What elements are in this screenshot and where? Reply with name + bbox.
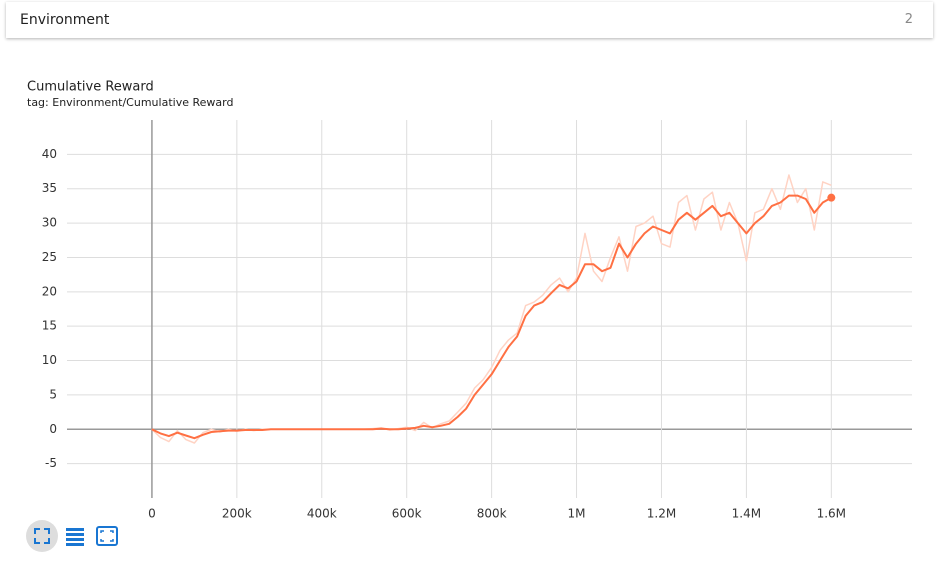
y-tick-label: 25 xyxy=(42,250,57,264)
x-tick-label: 600k xyxy=(392,507,422,521)
y-tick-label: 30 xyxy=(42,216,57,230)
x-tick-label: 0 xyxy=(148,507,156,521)
chart: Cumulative Reward tag: Environment/Cumul… xyxy=(26,80,912,552)
x-tick-label: 200k xyxy=(222,507,252,521)
y-tick-label: 35 xyxy=(42,181,57,195)
x-tick-label: 1.4M xyxy=(732,507,761,521)
y-tick-label: 40 xyxy=(42,147,57,161)
x-tick-label: 400k xyxy=(307,507,337,521)
log-scale-button[interactable] xyxy=(66,528,84,546)
page: Environment 2 Cumulative Reward tag: Env… xyxy=(6,2,933,552)
last-point xyxy=(827,193,836,202)
toolbar xyxy=(26,520,118,552)
y-tick-label: -5 xyxy=(45,456,57,470)
fit-domain-button[interactable] xyxy=(34,528,50,544)
panel-title: Environment xyxy=(20,12,110,28)
x-tick-label: 800k xyxy=(477,507,507,521)
y-tick-label: 10 xyxy=(42,353,57,367)
panel-count: 2 xyxy=(904,12,913,27)
x-tick-label: 1.6M xyxy=(817,507,846,521)
chart-subtitle: tag: Environment/Cumulative Reward xyxy=(27,96,233,109)
y-tick-label: 5 xyxy=(49,387,57,401)
y-tick-label: 15 xyxy=(42,319,57,333)
x-tick-label: 1.2M xyxy=(647,507,676,521)
x-tick-label: 1M xyxy=(568,507,586,521)
y-tick-label: 20 xyxy=(42,284,57,298)
panel-header[interactable]: Environment 2 xyxy=(6,2,933,38)
y-tick-label: 0 xyxy=(49,422,57,436)
toolbar-button-bg xyxy=(26,520,58,552)
expand-button[interactable] xyxy=(96,526,118,546)
series-line xyxy=(151,194,832,440)
chart-title: Cumulative Reward xyxy=(27,80,154,95)
